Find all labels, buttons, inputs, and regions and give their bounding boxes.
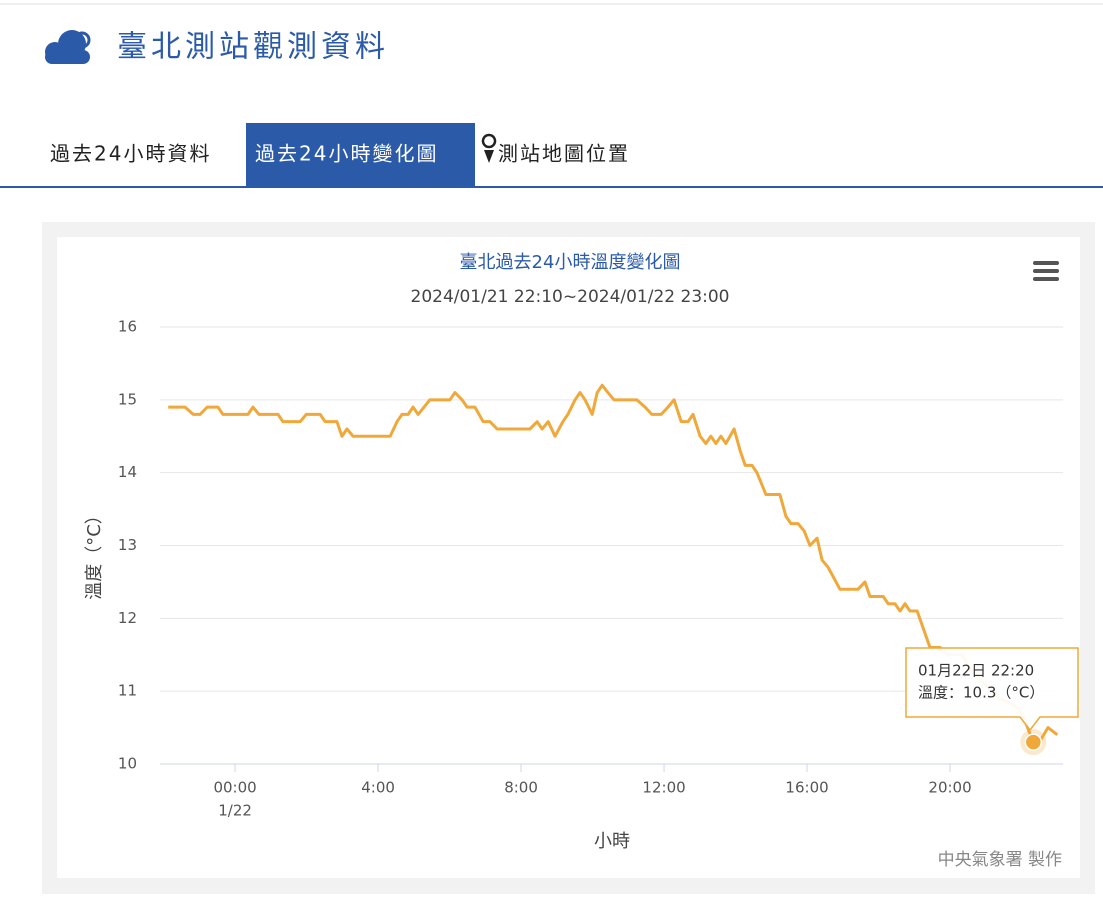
- chart-subtitle: 2024/01/21 22:10~2024/01/22 23:00: [411, 287, 730, 307]
- cloud-icon: [45, 30, 91, 64]
- pin-icon-tip: [484, 150, 494, 163]
- tooltip-box: [905, 647, 1079, 732]
- y-tick-label: 16: [118, 318, 137, 336]
- x-axis-title: 小時: [594, 831, 630, 852]
- tooltip-time: 01月22日 22:20: [918, 662, 1034, 680]
- x-tick-label: 4:00: [361, 779, 395, 797]
- tab[interactable]: 過去24小時變化圖: [255, 142, 438, 166]
- y-tick-label: 14: [118, 463, 137, 481]
- page-title: 臺北測站觀測資料: [117, 30, 389, 65]
- y-tick-label: 13: [118, 536, 137, 554]
- tooltip-value: 溫度：10.3（°C）: [918, 684, 1044, 702]
- plot: 10 11 12 13 14 15 16 00:00 1/22 4:00 8:00 12:00 16:0…: [118, 318, 1079, 820]
- series-line: [168, 383, 1059, 744]
- menu-button[interactable]: [1033, 261, 1059, 281]
- x-tick-label: 00:00: [213, 779, 256, 797]
- x-tick-label: 16:00: [785, 779, 828, 797]
- active-tab-bg: [246, 123, 475, 187]
- y-tick-label: 10: [118, 755, 137, 773]
- y-axis-title: 溫度（°C）: [84, 506, 105, 600]
- x-tick-label: 12:00: [642, 779, 685, 797]
- y-tick-label: 11: [118, 682, 137, 700]
- hover-point: [1024, 733, 1043, 751]
- y-tick-label: 15: [118, 390, 137, 408]
- credit: 中央氣象署 製作: [938, 850, 1062, 870]
- tab[interactable]: 測站地圖位置: [498, 142, 630, 166]
- chart-title: 臺北過去24小時溫度變化圖: [460, 252, 681, 273]
- pin-icon: [481, 133, 497, 149]
- y-tick-label: 12: [118, 609, 137, 627]
- x-tick-label: 20:00: [928, 779, 971, 797]
- chart-box: [57, 237, 1080, 878]
- x-tick-label: 8:00: [504, 779, 538, 797]
- tab[interactable]: 過去24小時資料: [50, 142, 211, 166]
- x-tick-date: 1/22: [218, 802, 252, 820]
